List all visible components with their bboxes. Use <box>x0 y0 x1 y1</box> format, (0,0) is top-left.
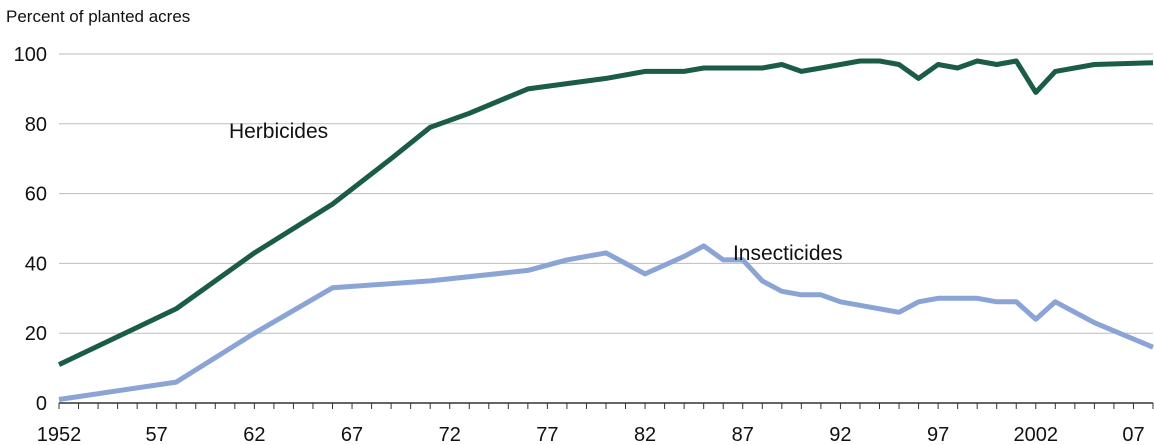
y-tick-label: 80 <box>25 114 47 136</box>
insecticides-line <box>58 243 1154 402</box>
y-tick-label: 100 <box>14 44 47 66</box>
x-tick-label: 62 <box>243 424 265 445</box>
x-axis <box>58 402 1154 409</box>
x-tick-label: 72 <box>439 424 461 445</box>
y-tick-label: 60 <box>25 184 47 206</box>
x-tick-label: 1952 <box>37 424 82 445</box>
series-labels: Herbicides Insecticides <box>229 120 843 265</box>
x-tick-label: 92 <box>829 424 851 445</box>
y-axis-ticks: 0 20 40 60 80 100 <box>14 44 47 415</box>
x-tick-label: 57 <box>146 424 168 445</box>
x-axis-ticks: 1952 57 62 67 72 77 82 87 92 97 2002 07 <box>37 424 1145 445</box>
x-tick-label: 67 <box>341 424 363 445</box>
y-tick-label: 20 <box>25 323 47 345</box>
y-axis-title: Percent of planted acres <box>6 7 190 26</box>
x-tick-label: 82 <box>634 424 656 445</box>
x-tick-label: 2002 <box>1014 424 1059 445</box>
x-tick-label: 87 <box>732 424 754 445</box>
herbicides-label: Herbicides <box>229 120 328 143</box>
gridlines <box>59 53 1153 334</box>
y-tick-label: 40 <box>25 253 47 275</box>
series-lines <box>57 58 1154 402</box>
x-tick-label: 97 <box>927 424 949 445</box>
x-tick-label: 07 <box>1122 424 1144 445</box>
herbicides-line <box>57 58 1154 367</box>
y-tick-label: 0 <box>36 393 47 415</box>
insecticides-label: Insecticides <box>733 242 843 265</box>
x-tick-label: 77 <box>536 424 558 445</box>
